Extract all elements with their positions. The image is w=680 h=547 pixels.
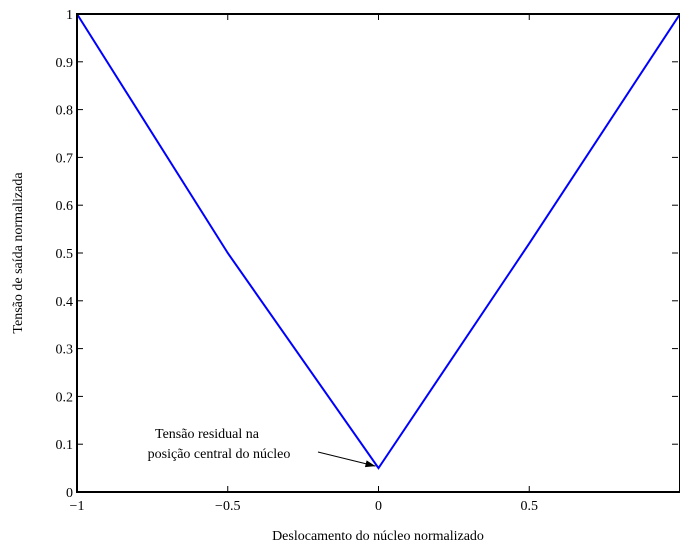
y-tick-label: 0.5 — [56, 247, 74, 262]
x-tick-label: 0.5 — [521, 499, 539, 514]
x-axis-label: Deslocamento do núcleo normalizado — [272, 529, 484, 544]
y-tick-label: 0 — [66, 486, 73, 501]
y-tick-label: 0.2 — [56, 390, 74, 405]
y-tick-label: 1 — [66, 8, 73, 23]
plot-frame — [76, 13, 680, 493]
y-tick-label: 0.3 — [56, 343, 74, 358]
annotation-arrowhead — [364, 460, 376, 468]
y-tick-label: 0.7 — [56, 151, 74, 166]
tick-labels: −1 −0.5 0 0.5 0 0.1 0.2 0.3 0.4 0.5 0.6 0.7 0.8 0.9 1 — [56, 8, 539, 514]
y-tick-label: 0.9 — [56, 56, 74, 71]
x-tick-label: −0.5 — [215, 499, 240, 514]
annotation-line-1: Tensão residual na — [155, 427, 260, 442]
y-tick-label: 0.4 — [56, 295, 74, 310]
x-tick-label: 0 — [375, 499, 382, 514]
ticks — [76, 13, 678, 493]
y-tick-label: 0.8 — [56, 104, 74, 119]
y-tick-label: 0.1 — [56, 438, 74, 453]
series-line — [76, 13, 680, 470]
annotation-line-2: posição central do núcleo — [148, 447, 291, 462]
x-tick-label: −1 — [70, 499, 85, 514]
y-axis-label: Tensão de saída normalizada — [11, 172, 26, 334]
y-tick-label: 0.6 — [56, 199, 74, 214]
